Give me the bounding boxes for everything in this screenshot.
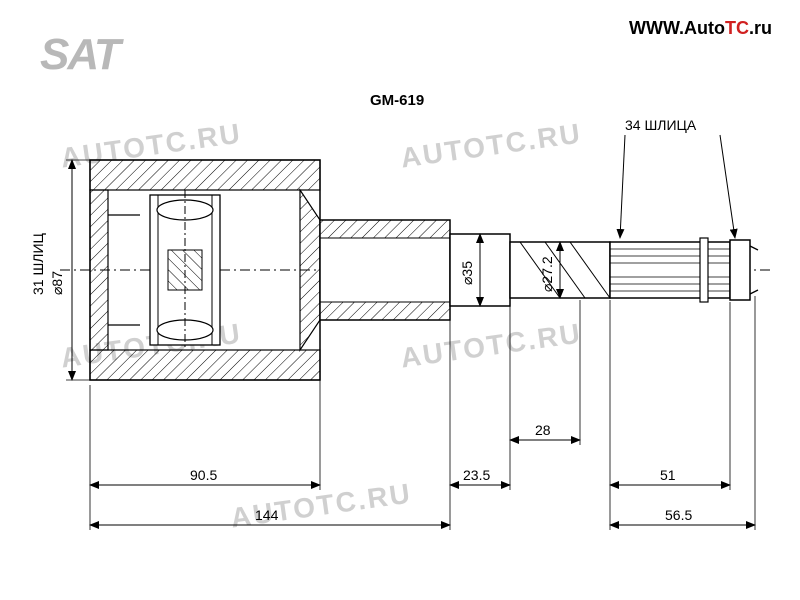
dim-56-5: 56.5 <box>610 507 755 525</box>
svg-text:28: 28 <box>535 422 551 438</box>
svg-text:90.5: 90.5 <box>190 467 217 483</box>
end-cap <box>730 240 758 300</box>
svg-text:144: 144 <box>255 507 279 523</box>
dim-23-5: 23.5 <box>450 467 510 485</box>
part-number: GM-619 <box>370 92 424 109</box>
dim-90-5: 90.5 <box>90 467 320 485</box>
svg-text:⌀35: ⌀35 <box>459 261 475 285</box>
dim-51: 51 <box>610 467 730 485</box>
svg-text:56.5: 56.5 <box>665 507 692 523</box>
svg-text:34 ШЛИЦА: 34 ШЛИЦА <box>625 117 697 133</box>
spline-right-label: 34 ШЛИЦА <box>620 117 735 238</box>
technical-drawing: ⌀87 31 ШЛИЦ ⌀35 ⌀27.2 GM-619 34 ШЛИЦА 28… <box>0 0 800 600</box>
svg-text:51: 51 <box>660 467 676 483</box>
dim-144: 144 <box>90 507 450 525</box>
svg-text:⌀27.2: ⌀27.2 <box>539 256 555 292</box>
spline-section <box>610 238 730 302</box>
tripod-roller <box>150 190 220 350</box>
url-tc: TC <box>725 18 749 38</box>
url-auto: Auto <box>684 18 725 38</box>
url-label: WWW.AutoTC.ru <box>629 18 772 39</box>
url-ru: .ru <box>749 18 772 38</box>
dim-d87-text: ⌀87 <box>49 271 65 295</box>
url-www: WWW. <box>629 18 684 38</box>
neck <box>320 220 450 320</box>
spline-left-label: 31 ШЛИЦ <box>30 232 46 295</box>
svg-text:23.5: 23.5 <box>463 467 490 483</box>
dim-28: 28 <box>510 422 580 440</box>
